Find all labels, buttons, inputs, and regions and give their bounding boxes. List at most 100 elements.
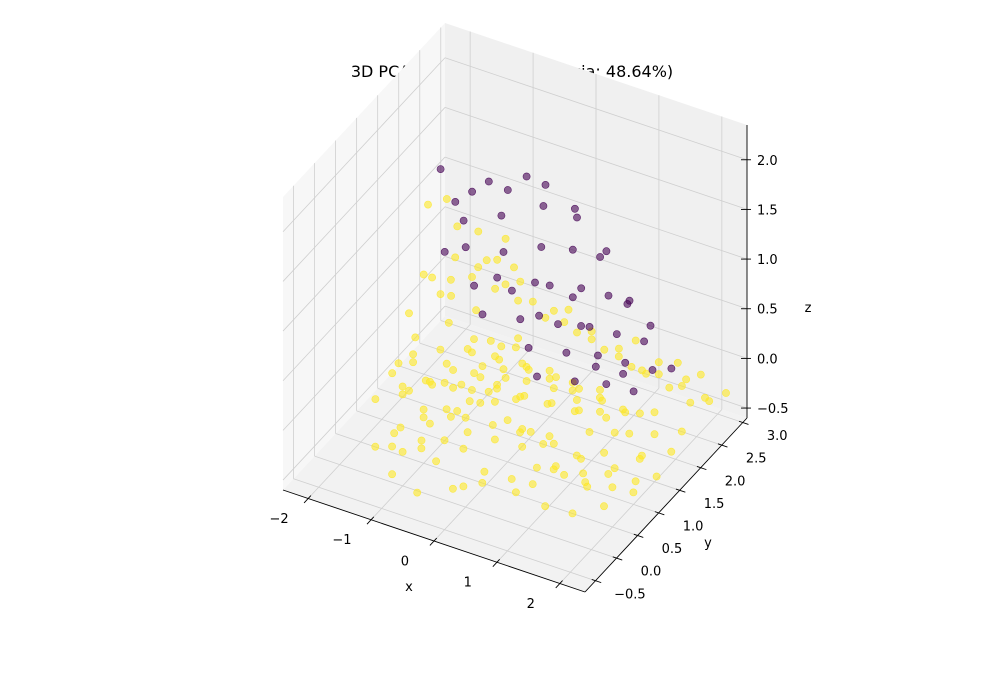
scatter-point <box>629 488 638 497</box>
scatter-point <box>610 464 619 473</box>
scatter-point <box>610 428 619 437</box>
scatter-point <box>627 362 636 371</box>
x-tick-label: 1 <box>464 576 472 591</box>
scatter-point <box>673 358 682 367</box>
scatter-point <box>453 222 462 231</box>
scatter-point <box>442 195 451 203</box>
scatter-point <box>642 369 650 378</box>
x-ticks: −2 −1 0 1 2 <box>270 495 563 612</box>
scatter-point <box>696 370 705 379</box>
scatter-point <box>537 243 546 251</box>
scatter-point <box>490 435 499 444</box>
scatter-point <box>604 291 613 300</box>
scatter-point <box>648 366 657 374</box>
scatter-point <box>667 447 676 456</box>
scatter-point <box>398 447 407 456</box>
z-tick-label: 1.5 <box>757 203 778 218</box>
scatter-point <box>570 377 579 386</box>
scatter-point <box>480 467 489 476</box>
z-gridline-left <box>282 107 446 282</box>
scatter-point <box>390 429 399 438</box>
scatter-point <box>405 309 413 318</box>
z-gridline-back <box>444 107 748 210</box>
scatter-point <box>446 275 455 284</box>
x-tick-label: −1 <box>332 533 351 548</box>
scatter-point <box>522 172 531 181</box>
z-gridline-back <box>444 57 748 161</box>
scatter-point <box>545 281 554 290</box>
x-axis-label: x <box>405 580 413 595</box>
x-tick-label: −2 <box>270 512 289 527</box>
scatter-point <box>583 482 592 491</box>
y-gridline-floor <box>293 478 596 582</box>
z-gridline-left <box>282 256 446 431</box>
z-gridline-left <box>282 156 446 332</box>
scatter-point <box>665 383 674 392</box>
scatter-point <box>533 372 541 381</box>
scatter-point <box>678 382 686 390</box>
scatter-point <box>520 391 529 400</box>
scatter-point <box>568 386 577 395</box>
scatter-point <box>510 263 518 272</box>
scatter-point <box>528 480 537 488</box>
x-tick-label: 2 <box>527 597 535 612</box>
scatter-point <box>623 300 632 308</box>
scatter-point <box>577 284 586 293</box>
scatter-point <box>484 387 493 396</box>
y-axis-line <box>584 417 748 593</box>
scatter-point <box>568 509 577 518</box>
scatter-point <box>419 413 428 422</box>
scatter-point <box>451 197 460 206</box>
scatter-point <box>493 384 501 393</box>
scatter-point <box>547 399 556 407</box>
y-tick-label: 2.0 <box>725 474 746 489</box>
scatter-point <box>478 362 487 370</box>
scatter-point <box>677 427 686 436</box>
x-tick-mark <box>492 559 500 567</box>
scatter-point <box>449 383 457 392</box>
y-tick-label: 1.5 <box>704 497 725 512</box>
scatter-point <box>478 478 487 487</box>
scatter-point <box>577 454 585 463</box>
scatter-point <box>459 444 468 453</box>
scatter-point <box>463 428 472 437</box>
scatter-point <box>575 406 583 415</box>
scatter-point <box>447 291 455 300</box>
y-tick-mark <box>591 578 602 584</box>
z-tick-label: 0.5 <box>757 303 778 318</box>
grid-lines <box>282 27 748 584</box>
x-gridline-floor <box>307 324 471 499</box>
scatter-point <box>507 475 516 483</box>
scatter-point <box>541 502 550 511</box>
scatter-point <box>436 290 445 298</box>
y-tick-mark <box>612 556 623 561</box>
z-gridline-back <box>444 206 748 310</box>
scatter-point <box>476 398 485 407</box>
scatter-point <box>573 328 581 337</box>
scatter-point <box>444 318 453 327</box>
y-gridline-floor <box>398 365 701 469</box>
scatter-point <box>470 369 478 377</box>
scatter-point <box>453 407 462 415</box>
y-tick-mark <box>654 511 665 516</box>
scatter-point <box>516 315 525 324</box>
scatter-point <box>449 366 457 374</box>
y-tick-mark <box>633 533 644 538</box>
left-wall-pane <box>283 23 445 490</box>
scatter-point <box>461 413 470 422</box>
x-gridline-floor <box>559 409 723 584</box>
scatter-points <box>371 165 730 518</box>
y-tick-label: 3.0 <box>767 429 788 444</box>
y-ticks: −0.5 0.00.51.01.52.02.53.0 <box>591 420 788 602</box>
scatter-point <box>541 180 550 189</box>
scatter-point <box>514 296 522 305</box>
scatter-point <box>518 442 527 451</box>
scatter-point <box>621 358 630 367</box>
scatter-point <box>432 457 440 466</box>
scatter-point <box>577 322 585 330</box>
scatter-point <box>493 273 502 282</box>
scatter-point <box>495 355 504 364</box>
scatter-point <box>579 469 587 478</box>
scatter-point <box>482 256 491 265</box>
scatter-point <box>371 442 380 451</box>
